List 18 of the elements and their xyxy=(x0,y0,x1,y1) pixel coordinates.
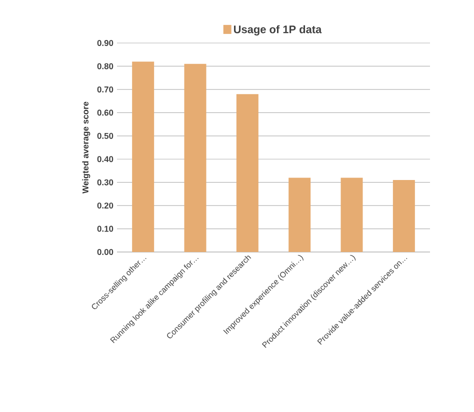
y-tick-label: 0.30 xyxy=(97,179,114,186)
y-axis-title: Weigted average score xyxy=(82,102,90,194)
bar xyxy=(236,94,258,252)
y-tick-label: 0.20 xyxy=(97,202,114,209)
y-tick-label: 0.50 xyxy=(97,132,114,139)
bar xyxy=(340,178,363,252)
bar xyxy=(392,180,415,252)
y-tick-label: 0.00 xyxy=(97,249,114,255)
y-tick-label: 0.60 xyxy=(97,110,114,116)
y-tick-label: 0.40 xyxy=(97,156,114,162)
y-tick-label: 0.80 xyxy=(97,63,114,70)
y-tick-label: 0.10 xyxy=(97,226,114,232)
bar xyxy=(184,64,206,252)
bar xyxy=(288,178,311,252)
legend-label: Usage of 1P data xyxy=(234,25,322,36)
bar xyxy=(132,62,154,252)
y-tick-label: 0.70 xyxy=(97,86,114,92)
y-tick-label: 0.90 xyxy=(97,40,114,46)
